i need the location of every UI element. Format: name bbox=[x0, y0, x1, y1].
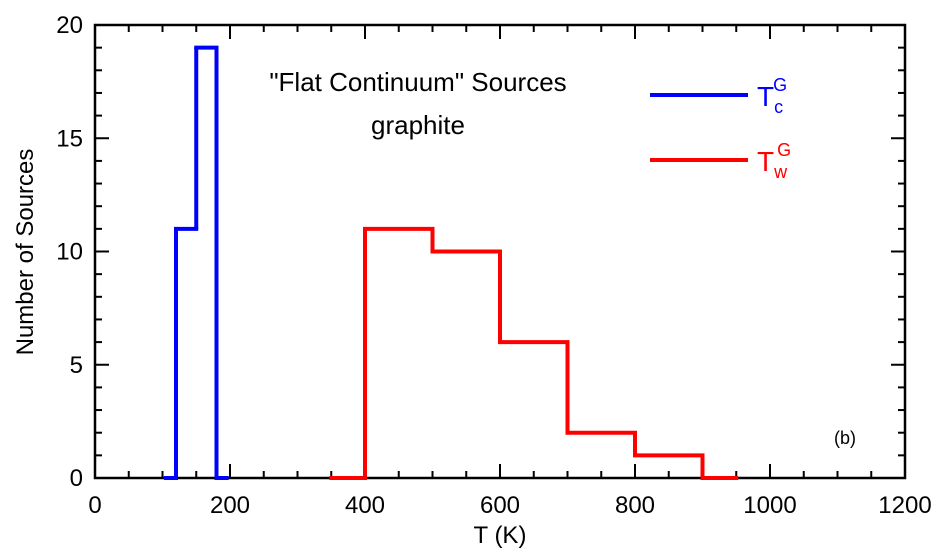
y-tick-label: 5 bbox=[70, 352, 83, 379]
title-line: "Flat Continuum" Sources bbox=[269, 67, 566, 97]
y-axis-label: Number of Sources bbox=[12, 149, 39, 356]
legend-subscript: c bbox=[774, 97, 783, 117]
annotation: (b) bbox=[834, 428, 856, 448]
x-tick-label: 1000 bbox=[743, 492, 796, 519]
x-axis-label: T (K) bbox=[474, 522, 527, 549]
y-tick-label: 15 bbox=[56, 125, 83, 152]
title-line: graphite bbox=[371, 110, 465, 140]
x-tick-label: 800 bbox=[615, 492, 655, 519]
x-tick-label: 200 bbox=[210, 492, 250, 519]
x-tick-label: 1200 bbox=[878, 492, 931, 519]
legend-superscript: G bbox=[777, 140, 791, 160]
y-tick-label: 10 bbox=[56, 239, 83, 266]
y-tick-label: 20 bbox=[56, 12, 83, 39]
legend-subscript: w bbox=[773, 162, 788, 182]
legend-label: TcG bbox=[757, 75, 787, 117]
legend-superscript: G bbox=[773, 75, 787, 95]
legend-name: T bbox=[757, 146, 774, 177]
y-tick-label: 0 bbox=[70, 465, 83, 492]
x-tick-label: 0 bbox=[88, 492, 101, 519]
x-tick-label: 600 bbox=[480, 492, 520, 519]
legend-name: T bbox=[757, 81, 774, 112]
x-tick-label: 400 bbox=[345, 492, 385, 519]
legend-label: TwG bbox=[757, 140, 791, 182]
